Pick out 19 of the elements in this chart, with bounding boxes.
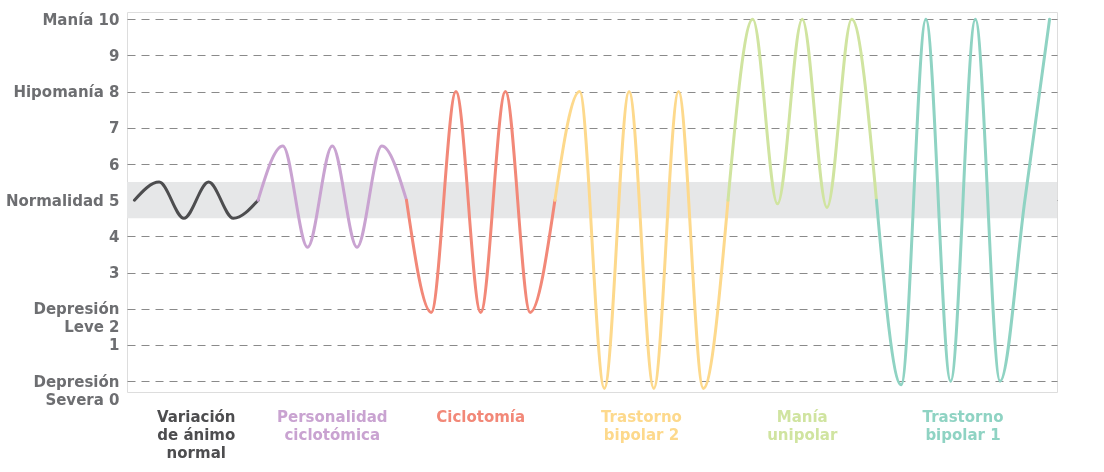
y-tick-label: Normalidad 5 — [5, 191, 120, 210]
y-tick-label: Manía 10 — [42, 10, 120, 29]
y-tick-label: 9 — [109, 46, 120, 65]
y-tick-label: Depresión Severa 0 — [33, 372, 120, 409]
y-tick-label: Hipomanía 8 — [13, 83, 120, 102]
text: Manía unipolar — [767, 408, 838, 444]
y-tick-label: 4 — [109, 227, 120, 246]
series-label: Trastorno bipolar 2 — [601, 408, 682, 444]
y-tick-label: 7 — [109, 119, 120, 138]
text: Personalidad ciclotómica — [277, 408, 388, 444]
y-tick-label: Depresión Leve 2 — [33, 300, 120, 337]
y-tick-label: 3 — [109, 264, 120, 283]
text: Variación de ánimo normal — [156, 408, 236, 462]
text: Ciclotomía — [436, 408, 526, 426]
line-series — [874, 17, 1052, 387]
series-label: Trastorno bipolar 1 — [922, 408, 1004, 444]
line-series — [726, 17, 878, 209]
y-tick-label: 6 — [109, 155, 120, 174]
y-tick-label: 1 — [109, 336, 120, 355]
